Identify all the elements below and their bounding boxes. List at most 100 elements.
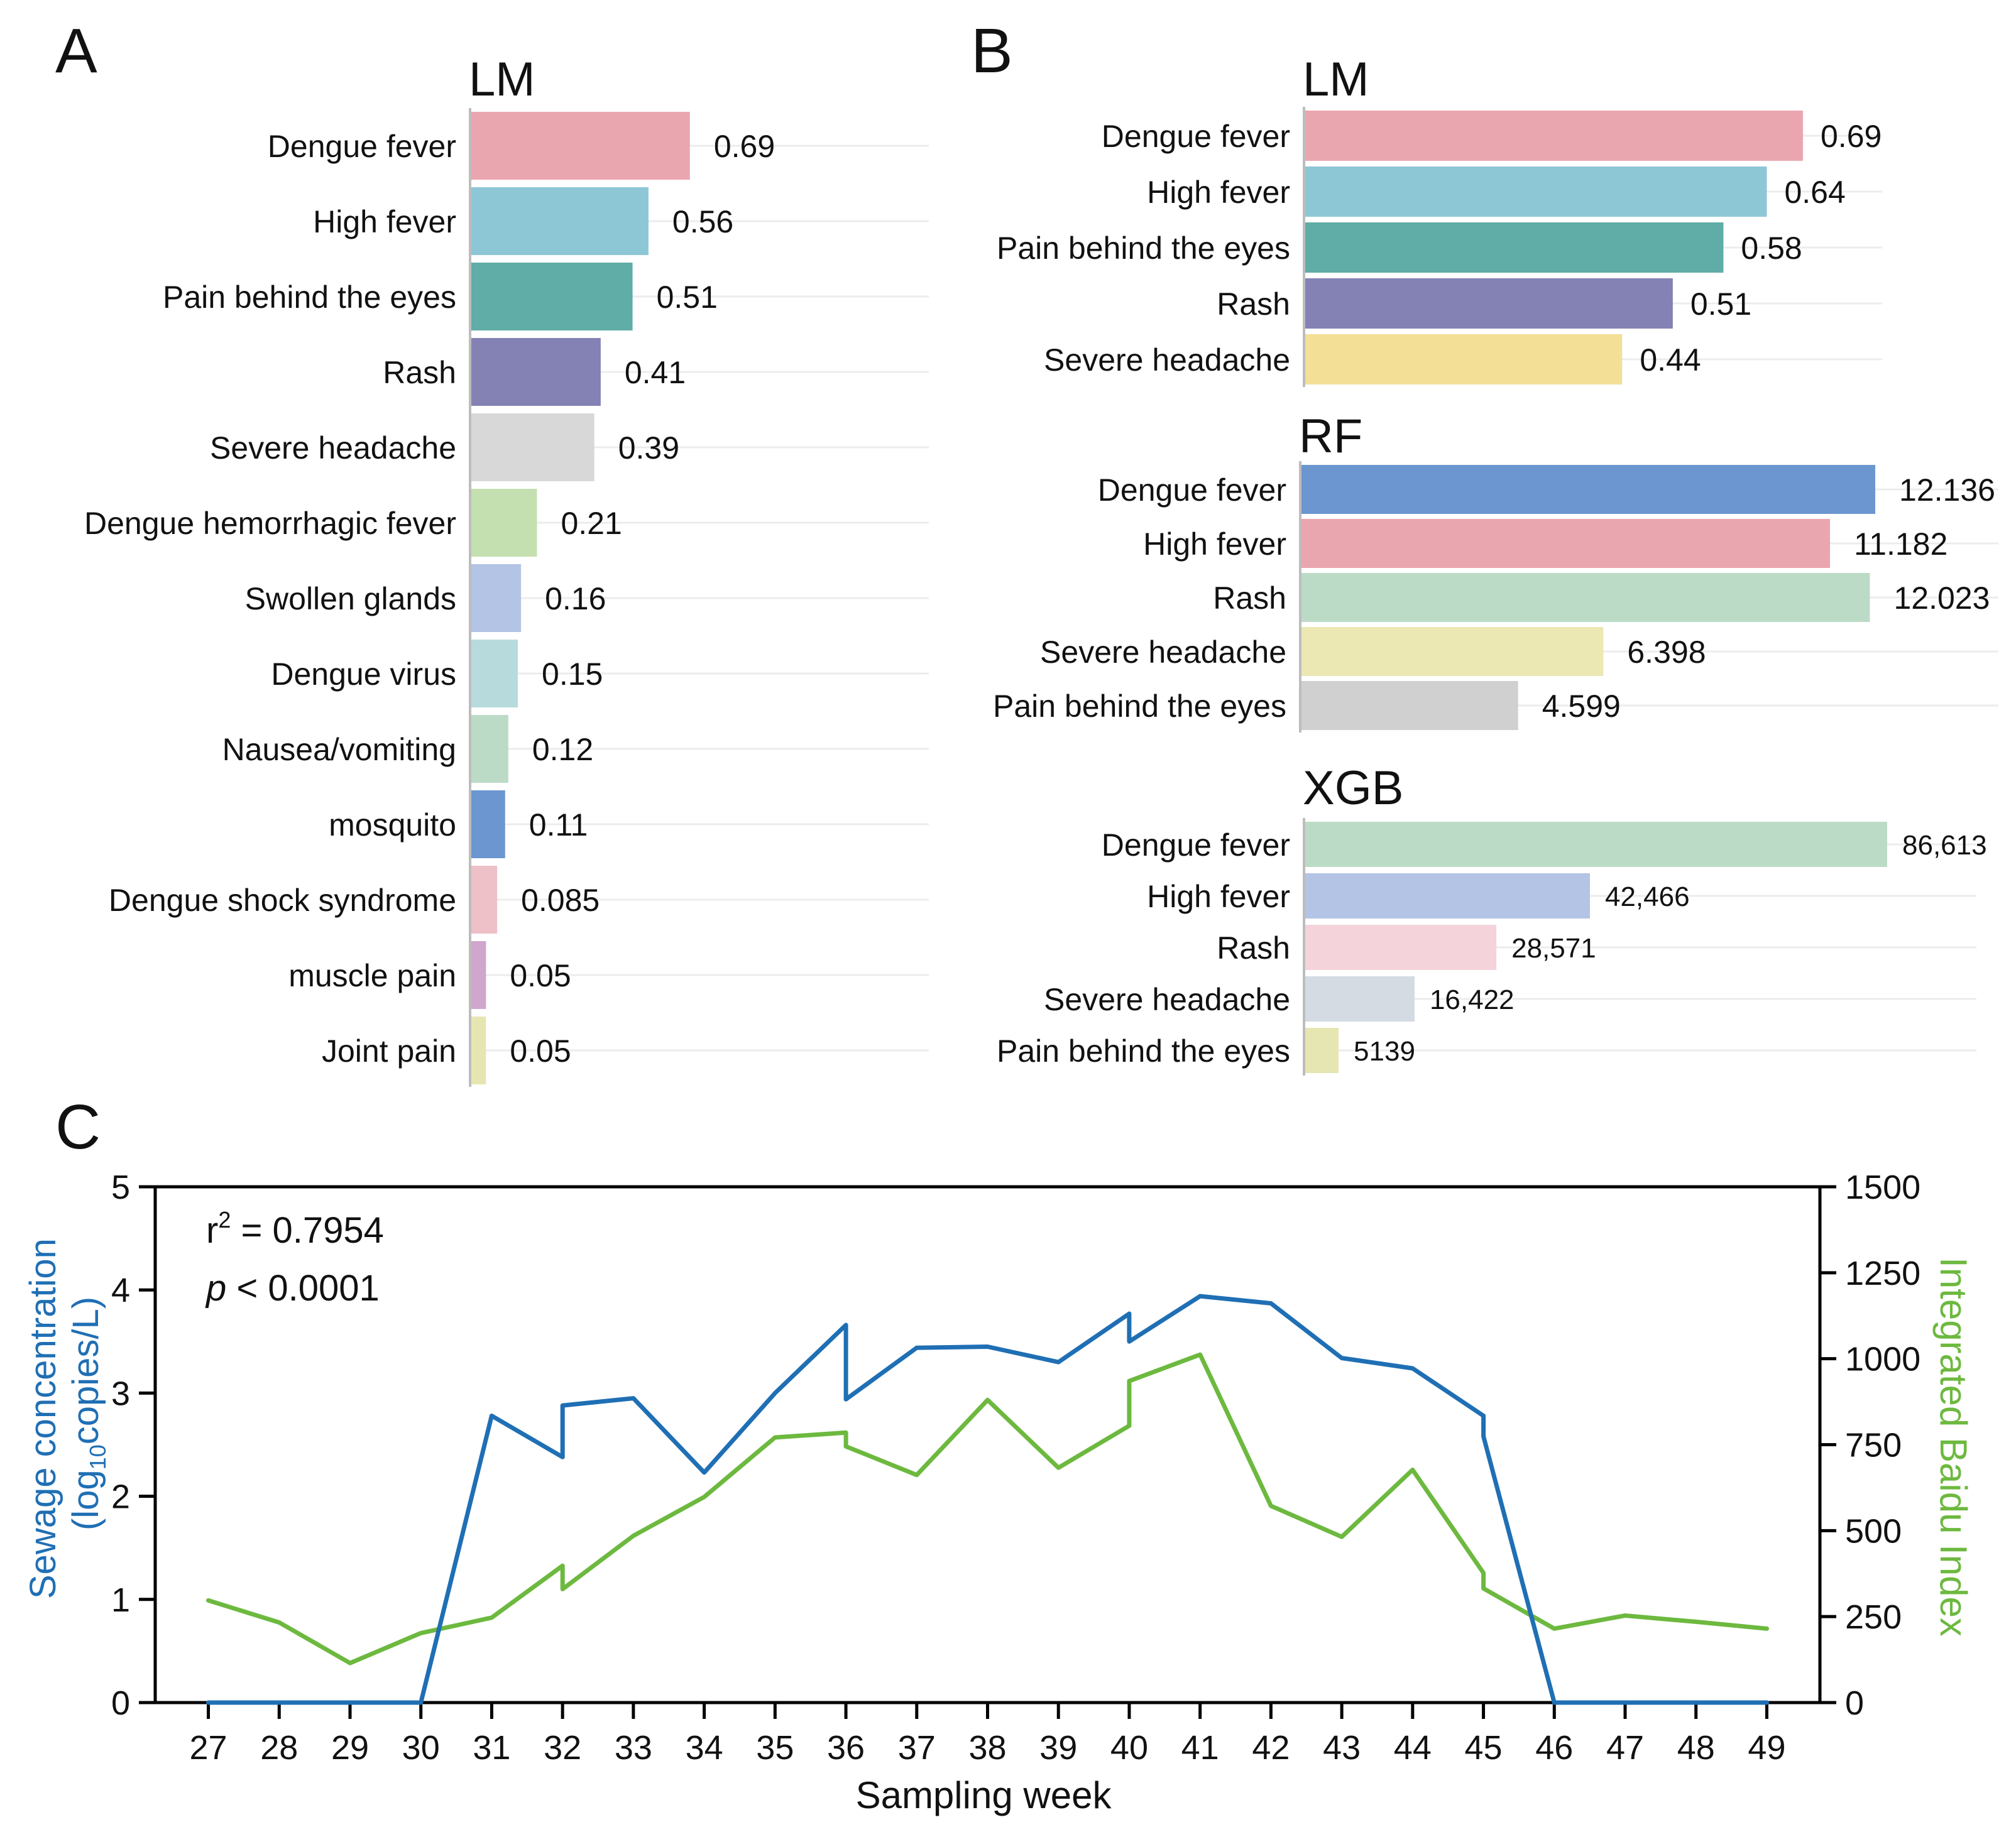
bar (470, 413, 594, 481)
y-left-tick-label: 3 (111, 1375, 130, 1412)
category-label: High fever (313, 204, 456, 239)
category-label: Nausea/vomiting (222, 732, 456, 767)
bar (1304, 278, 1673, 329)
bar (1304, 334, 1623, 384)
value-label: 16,422 (1430, 984, 1515, 1015)
value-label: 0.58 (1741, 231, 1802, 266)
x-tick-label: 40 (1110, 1729, 1148, 1767)
left-axis-title-prefix: (log (65, 1469, 106, 1530)
bar (1304, 925, 1497, 970)
chart-title: XGB (1303, 761, 1404, 815)
value-label: 6.398 (1627, 635, 1706, 670)
bar (470, 263, 633, 330)
category-label: Dengue fever (1102, 119, 1290, 154)
y-left-tick-label: 0 (111, 1684, 130, 1722)
x-tick-label: 30 (402, 1729, 440, 1767)
value-label: 0.05 (510, 958, 571, 993)
panel-label-a: A (55, 16, 97, 86)
y-right-tick-label: 250 (1845, 1598, 1902, 1636)
category-label: mosquito (329, 807, 456, 842)
x-tick-label: 37 (898, 1729, 936, 1767)
chart-title: LM (1303, 53, 1369, 106)
category-label: Rash (1217, 286, 1290, 322)
x-tick-label: 29 (331, 1729, 369, 1767)
bar (470, 338, 601, 406)
category-label: muscle pain (288, 958, 456, 993)
bar (1304, 166, 1767, 217)
bar (1300, 681, 1518, 730)
value-label: 0.11 (529, 807, 588, 842)
value-label: 0.44 (1640, 342, 1701, 378)
category-label: Pain behind the eyes (997, 1033, 1290, 1069)
panel-label-c: C (55, 1092, 101, 1162)
chart-title: RF (1299, 410, 1362, 463)
bar (1300, 465, 1875, 514)
category-label: Swollen glands (245, 581, 456, 616)
value-label: 0.39 (618, 430, 679, 466)
category-label: Pain behind the eyes (163, 280, 456, 315)
x-tick-label: 33 (615, 1729, 652, 1767)
category-label: Dengue shock syndrome (109, 883, 456, 918)
y-right-tick-label: 1250 (1845, 1255, 1920, 1292)
value-label: 0.56 (672, 204, 733, 239)
bar (1304, 111, 1803, 161)
bar (470, 715, 508, 783)
category-label: Dengue hemorrhagic fever (84, 506, 456, 541)
bar (470, 187, 649, 255)
x-tick-label: 42 (1252, 1729, 1290, 1767)
value-label: 0.51 (657, 280, 718, 315)
value-label: 12.136 (1899, 472, 1995, 508)
bar (1304, 822, 1887, 867)
category-label: Severe headache (1040, 635, 1286, 670)
y-right-tick-label: 0 (1845, 1684, 1864, 1722)
x-tick-label: 46 (1535, 1729, 1573, 1767)
x-tick-label: 48 (1677, 1729, 1715, 1767)
category-label: Severe headache (210, 430, 456, 466)
chart-c-series (206, 1294, 1769, 1705)
chart-c-axes: 27 28 29 30 31 32 33 34 35 36 37 38 39 40 41 42 43 44 45 46… (111, 1169, 1920, 1767)
category-label: Dengue fever (268, 129, 456, 164)
bar (1304, 222, 1724, 273)
category-label: Severe headache (1044, 982, 1290, 1017)
p-label: p (205, 1268, 226, 1309)
left-axis-title-line2: copies/L) (65, 1297, 106, 1444)
x-tick-label: 32 (544, 1729, 581, 1767)
category-label: Severe headache (1044, 342, 1290, 378)
x-tick-label: 36 (827, 1729, 865, 1767)
x-tick-label: 49 (1748, 1729, 1785, 1767)
bar (470, 941, 486, 1009)
x-tick-label: 44 (1394, 1729, 1432, 1767)
y-left-tick-label: 1 (111, 1581, 130, 1619)
right-axis-title: Integrated Baidu Index (1932, 1257, 1975, 1637)
chart-title: LM (469, 53, 535, 106)
bar (1304, 1028, 1339, 1073)
bar (470, 640, 518, 707)
bar (1300, 627, 1604, 676)
category-label: Rash (1213, 581, 1286, 616)
category-label: Joint pain (322, 1033, 456, 1069)
value-label: 0.16 (545, 581, 606, 616)
value-label: 0.41 (625, 355, 686, 390)
category-label: Rash (383, 355, 456, 390)
category-label: Dengue virus (271, 657, 456, 692)
chart-b-xgb: XGB Dengue fever 86,613 High fever 42,466 Ras… (997, 761, 1987, 1076)
value-label: 12.023 (1893, 581, 1990, 616)
value-label: 0.085 (521, 883, 600, 918)
chart-c-line: 27 28 29 30 31 32 33 34 35 36 37 38 39 40 41 42 43 44 45 46… (23, 1169, 1975, 1816)
value-label: 0.69 (714, 129, 775, 164)
x-tick-label: 45 (1465, 1729, 1503, 1767)
left-axis-title: Sewage concentration (log10copies/L) (23, 1228, 111, 1599)
category-label: Dengue fever (1102, 827, 1290, 863)
panel-label-b: B (971, 16, 1013, 86)
value-label: 4.599 (1542, 689, 1621, 724)
sewage-concentration-line (206, 1294, 1769, 1705)
bar (470, 1017, 486, 1084)
left-axis-title-subscript: 10 (85, 1444, 111, 1469)
value-label: 0.05 (510, 1033, 571, 1069)
value-label: 0.21 (561, 506, 622, 541)
chart-a-lm: LM Dengue fever 0.69 High fever 0.56 Pain beh… (84, 53, 929, 1087)
value-label: 86,613 (1902, 830, 1987, 861)
r2-superscript: 2 (218, 1207, 231, 1233)
bar (470, 790, 505, 858)
category-label: High fever (1143, 526, 1286, 562)
